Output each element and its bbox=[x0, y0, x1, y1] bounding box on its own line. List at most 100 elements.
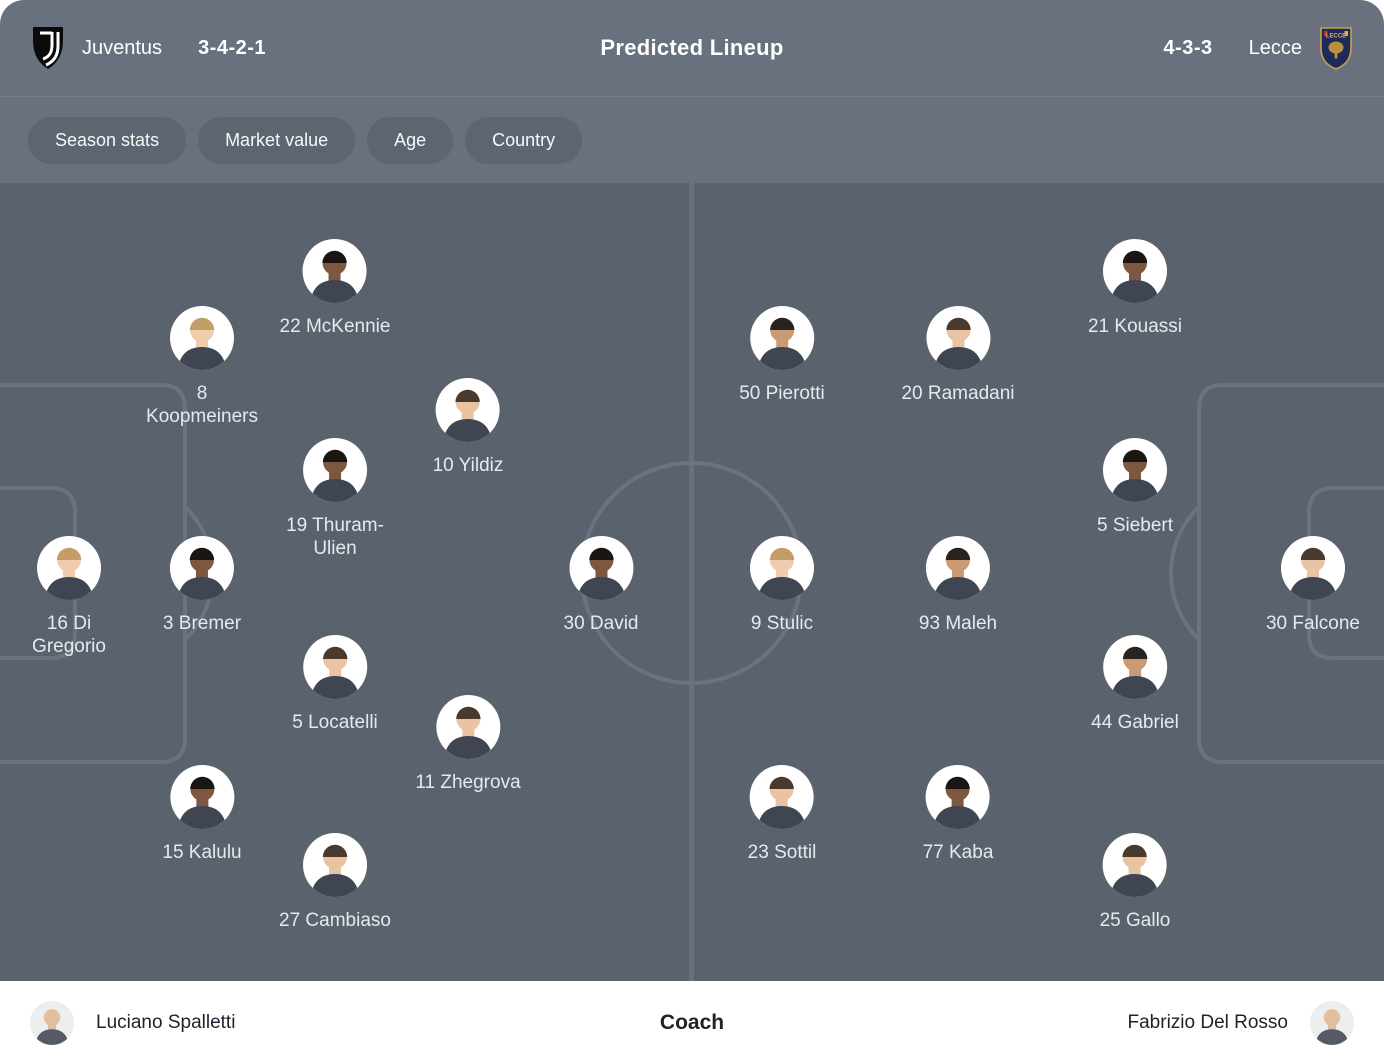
player-home-11-zhegrova[interactable]: 11 Zhegrova bbox=[415, 695, 521, 794]
away-coach[interactable]: Fabrizio Del Rosso bbox=[1127, 1000, 1354, 1045]
player-avatar bbox=[569, 536, 633, 600]
player-photo bbox=[44, 547, 93, 600]
player-label-line: 21 Kouassi bbox=[1087, 316, 1183, 337]
player-avatar bbox=[1280, 536, 1345, 600]
player-label-line: 30 Falcone bbox=[1265, 613, 1361, 634]
player-label: 19 Thuram- Ulien bbox=[286, 514, 384, 560]
player-photo bbox=[758, 547, 806, 600]
filter-chip-row: Season stats Market value Age Country bbox=[0, 96, 1384, 183]
player-avatar bbox=[926, 306, 990, 370]
player-label-line: 23 Sottil bbox=[747, 842, 817, 863]
player-away-44-gabriel[interactable]: 44 Gabriel bbox=[1091, 635, 1179, 734]
chip-age[interactable]: Age bbox=[367, 116, 454, 164]
coach-bar: Luciano Spalletti Coach Fabrizio Del Ros… bbox=[0, 981, 1384, 1064]
player-away-23-sottil[interactable]: 23 Sottil bbox=[747, 765, 817, 864]
player-away-77-kaba[interactable]: 77 Kaba bbox=[922, 765, 994, 864]
home-coach-name: Luciano Spalletti bbox=[96, 1011, 236, 1033]
home-coach[interactable]: Luciano Spalletti bbox=[30, 1000, 236, 1045]
player-label: 30 Falcone bbox=[1266, 612, 1360, 635]
player-away-93-maleh[interactable]: 93 Maleh bbox=[919, 536, 997, 635]
player-label: 44 Gabriel bbox=[1091, 711, 1179, 734]
player-label-line: Ulien bbox=[313, 538, 357, 559]
player-photo bbox=[1110, 646, 1159, 699]
player-avatar bbox=[750, 536, 814, 600]
chip-market-value[interactable]: Market value bbox=[198, 116, 356, 164]
player-label: 25 Gallo bbox=[1100, 909, 1171, 932]
player-avatar bbox=[750, 765, 814, 829]
lineup-header: Juventus 3-4-2-1 Predicted Lineup 4-3-3 … bbox=[0, 0, 1384, 96]
player-photo bbox=[1111, 844, 1159, 897]
player-label: 27 Cambiaso bbox=[279, 909, 391, 932]
player-avatar bbox=[1102, 239, 1167, 303]
away-formation: 4-3-3 bbox=[1163, 36, 1213, 59]
player-photo bbox=[310, 844, 359, 897]
player-avatar bbox=[749, 306, 814, 370]
player-photo bbox=[177, 317, 226, 370]
player-label: 3 Bremer bbox=[163, 612, 241, 635]
chip-country[interactable]: Country bbox=[465, 116, 583, 164]
player-home-5-locatelli[interactable]: 5 Locatelli bbox=[292, 635, 378, 734]
player-home-16-di-gregorio[interactable]: 16 Di Gregorio bbox=[32, 536, 106, 658]
player-label: 5 Siebert bbox=[1097, 514, 1173, 537]
player-photo bbox=[933, 547, 982, 600]
player-home-19-thuram-ulien[interactable]: 19 Thuram- Ulien bbox=[286, 438, 384, 560]
home-coach-avatar bbox=[30, 1000, 74, 1045]
player-label-line: 77 Kaba bbox=[922, 842, 994, 863]
player-avatar bbox=[1102, 438, 1167, 502]
player-photo bbox=[577, 547, 625, 600]
player-label: 16 Di Gregorio bbox=[32, 612, 106, 658]
player-photo bbox=[35, 1008, 69, 1045]
juventus-crest-icon bbox=[33, 27, 63, 69]
player-home-27-cambiaso[interactable]: 27 Cambiaso bbox=[279, 833, 391, 932]
player-photo bbox=[310, 449, 359, 502]
player-label-line: 9 Stulic bbox=[750, 613, 814, 634]
player-photo bbox=[1110, 250, 1159, 303]
player-label: 20 Ramadani bbox=[901, 382, 1014, 405]
player-home-30-david[interactable]: 30 David bbox=[564, 536, 639, 635]
player-away-21-kouassi[interactable]: 21 Kouassi bbox=[1088, 239, 1182, 338]
player-away-50-pierotti[interactable]: 50 Pierotti bbox=[739, 306, 825, 405]
player-label-line: 50 Pierotti bbox=[739, 383, 825, 404]
player-away-30-falcone[interactable]: 30 Falcone bbox=[1266, 536, 1360, 635]
player-label: 30 David bbox=[564, 612, 639, 635]
player-label: 10 Yildiz bbox=[433, 454, 504, 477]
player-label-line: 44 Gabriel bbox=[1091, 712, 1179, 733]
lecce-crest-icon: LECCE bbox=[1320, 27, 1352, 70]
player-label: 5 Locatelli bbox=[292, 711, 378, 734]
player-label-line: 30 David bbox=[563, 613, 639, 634]
player-label: 9 Stulic bbox=[751, 612, 813, 635]
player-label: 50 Pierotti bbox=[739, 382, 825, 405]
home-formation: 3-4-2-1 bbox=[198, 36, 267, 59]
chip-season-stats[interactable]: Season stats bbox=[28, 116, 187, 164]
player-label: 22 McKennie bbox=[280, 315, 391, 338]
player-label-line: 22 McKennie bbox=[279, 316, 391, 337]
player-label: 8 Koopmeiners bbox=[146, 382, 258, 428]
player-label-line: 5 Siebert bbox=[1096, 515, 1174, 536]
away-coach-name: Fabrizio Del Rosso bbox=[1127, 1011, 1289, 1033]
player-home-22-mckennie[interactable]: 22 McKennie bbox=[280, 239, 391, 338]
player-home-10-yildiz[interactable]: 10 Yildiz bbox=[433, 378, 504, 477]
player-away-9-stulic[interactable]: 9 Stulic bbox=[750, 536, 814, 635]
player-label: 21 Kouassi bbox=[1088, 315, 1182, 338]
player-photo bbox=[1110, 449, 1159, 502]
player-home-3-bremer[interactable]: 3 Bremer bbox=[163, 536, 241, 635]
player-away-20-ramadani[interactable]: 20 Ramadani bbox=[901, 306, 1015, 405]
player-avatar bbox=[303, 635, 367, 699]
pitch: 16 Di Gregorio 3 Bremer 8 Koopmeiners 15 Kalu… bbox=[0, 183, 1384, 981]
player-avatar bbox=[1103, 833, 1167, 897]
player-label-line: 25 Gallo bbox=[1099, 910, 1171, 931]
player-away-25-gallo[interactable]: 25 Gallo bbox=[1100, 833, 1171, 932]
player-label-line: Gregorio bbox=[32, 636, 106, 657]
player-photo bbox=[444, 389, 492, 442]
player-avatar bbox=[1102, 635, 1167, 699]
away-coach-avatar bbox=[1310, 1000, 1354, 1045]
player-label: 15 Kalulu bbox=[162, 841, 241, 864]
player-home-15-kalulu[interactable]: 15 Kalulu bbox=[162, 765, 242, 864]
player-label-line: 16 Di bbox=[46, 613, 92, 634]
player-photo bbox=[177, 547, 226, 600]
player-home-8-koopmeiners[interactable]: 8 Koopmeiners bbox=[146, 306, 258, 428]
player-away-5-siebert[interactable]: 5 Siebert bbox=[1097, 438, 1173, 537]
player-avatar bbox=[436, 378, 500, 442]
